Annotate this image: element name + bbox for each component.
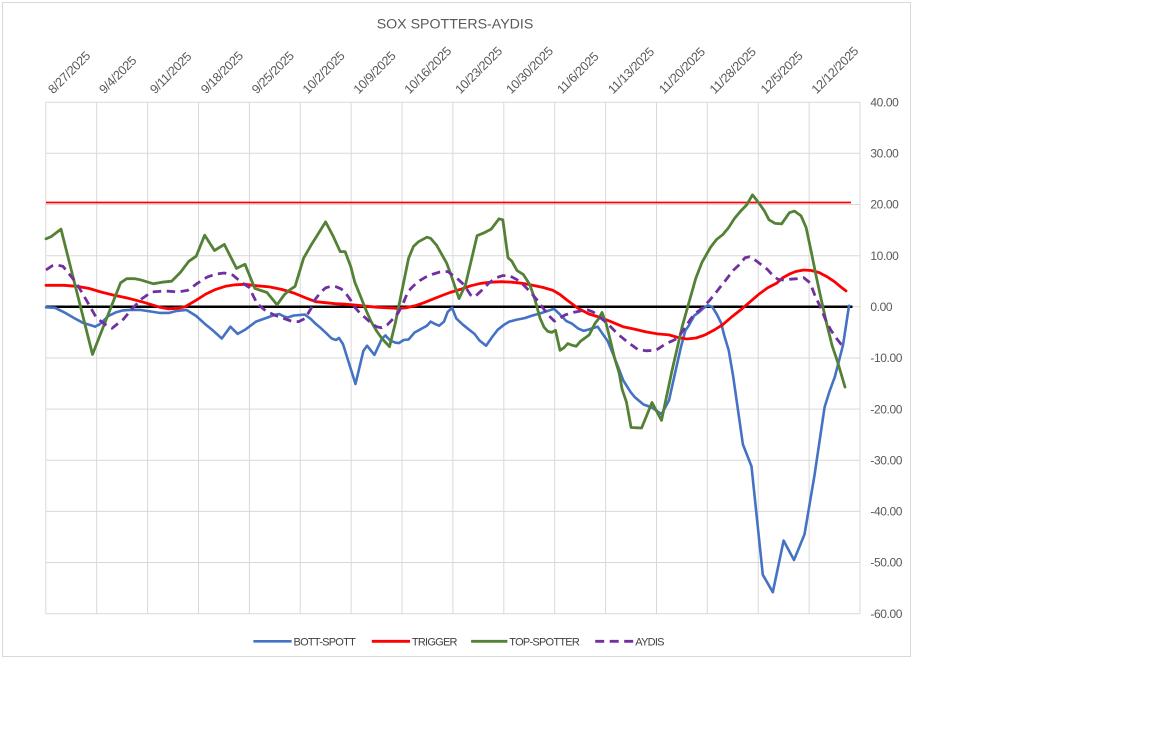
svg-text:-60.00: -60.00 bbox=[870, 607, 902, 621]
svg-text:-40.00: -40.00 bbox=[870, 505, 902, 519]
svg-text:-20.00: -20.00 bbox=[870, 402, 902, 416]
svg-text:-10.00: -10.00 bbox=[870, 351, 902, 365]
svg-text:40.00: 40.00 bbox=[870, 95, 899, 109]
svg-text:-50.00: -50.00 bbox=[870, 556, 902, 570]
svg-text:0.00: 0.00 bbox=[870, 300, 892, 314]
svg-text:20.00: 20.00 bbox=[870, 198, 899, 212]
svg-text:TOP-SPOTTER: TOP-SPOTTER bbox=[509, 636, 580, 648]
svg-text:10.00: 10.00 bbox=[870, 249, 899, 263]
svg-text:30.00: 30.00 bbox=[870, 147, 899, 161]
svg-text:-30.00: -30.00 bbox=[870, 453, 902, 467]
svg-text:BOTT-SPOTT: BOTT-SPOTT bbox=[294, 636, 357, 648]
svg-text:TRIGGER: TRIGGER bbox=[412, 636, 458, 648]
svg-text:AYDIS: AYDIS bbox=[635, 636, 664, 648]
svg-text:SOX SPOTTERS-AYDIS: SOX SPOTTERS-AYDIS bbox=[377, 16, 534, 32]
